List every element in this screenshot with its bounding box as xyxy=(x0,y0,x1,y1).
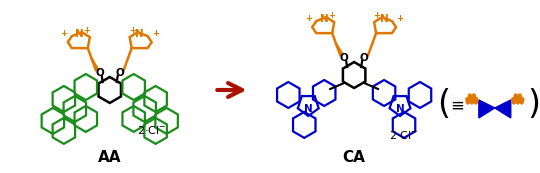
Text: AA: AA xyxy=(98,150,122,165)
Text: O: O xyxy=(360,53,368,63)
Text: O: O xyxy=(340,53,348,63)
Text: N: N xyxy=(320,14,329,24)
Text: +: + xyxy=(328,11,335,20)
Text: O: O xyxy=(96,68,104,78)
Polygon shape xyxy=(479,100,495,118)
Text: ): ) xyxy=(527,88,540,121)
Text: +: + xyxy=(60,29,68,38)
Text: N: N xyxy=(396,104,404,114)
Text: 2·Cl$^{-}$: 2·Cl$^{-}$ xyxy=(137,124,166,136)
Text: N: N xyxy=(380,14,388,24)
Text: +: + xyxy=(396,14,403,23)
Text: +: + xyxy=(305,14,312,23)
Text: +: + xyxy=(374,11,381,20)
Text: O: O xyxy=(116,68,124,78)
Text: N: N xyxy=(76,29,84,39)
Text: N: N xyxy=(304,104,313,114)
Text: $\equiv$: $\equiv$ xyxy=(447,96,464,114)
Text: +: + xyxy=(129,26,136,35)
Polygon shape xyxy=(495,100,511,118)
Text: +: + xyxy=(83,26,90,35)
Text: CA: CA xyxy=(343,150,366,165)
Text: 2·Cl$^{-}$: 2·Cl$^{-}$ xyxy=(389,129,418,141)
Text: +: + xyxy=(152,29,159,38)
Text: (: ( xyxy=(437,88,450,121)
Text: N: N xyxy=(136,29,144,39)
